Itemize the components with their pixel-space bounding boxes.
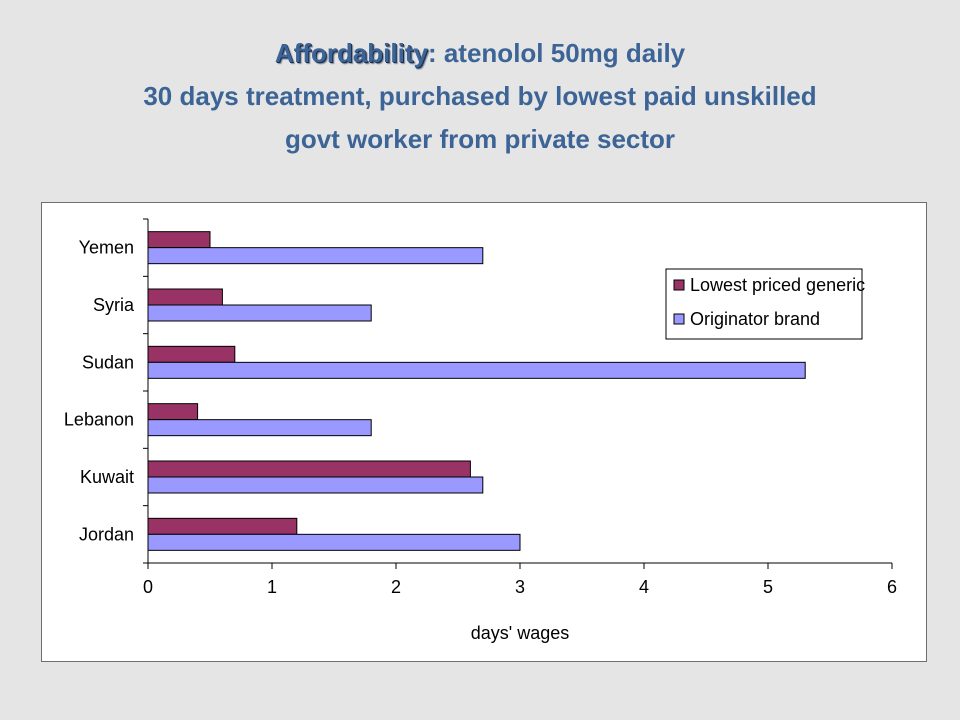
legend-label-originator: Originator brand: [690, 309, 820, 329]
bar-generic-syria: [147, 288, 223, 306]
x-tick-label: 2: [391, 577, 401, 597]
legend-label-generic: Lowest priced generic: [690, 275, 865, 295]
title-subject: : atenolol 50mg daily: [427, 38, 686, 68]
bar-originator-lebanon: [147, 419, 372, 437]
bar-originator-sudan: [147, 361, 806, 379]
bar-originator-syria: [147, 304, 372, 322]
y-tick-label: Lebanon: [64, 410, 134, 430]
x-tick-label: 1: [267, 577, 277, 597]
bar-generic-sudan: [147, 345, 236, 363]
x-tick-label: 6: [887, 577, 897, 597]
y-tick-label: Sudan: [82, 352, 134, 372]
title-line-2: 30 days treatment, purchased by lowest p…: [143, 81, 817, 111]
y-tick-label: Yemen: [79, 238, 134, 258]
bar-generic-lebanon: [147, 403, 199, 421]
x-tick-label: 0: [143, 577, 153, 597]
bar-originator-jordan: [147, 533, 521, 551]
legend-swatch-originator: [673, 313, 685, 325]
title-line-1: Affordability: atenolol 50mg daily: [0, 32, 960, 75]
bar-originator-kuwait: [147, 476, 484, 494]
title-keyword: Affordability: [274, 38, 428, 68]
bar-originator-yemen: [147, 247, 484, 265]
bar-generic-kuwait: [147, 460, 471, 478]
legend-box: [665, 268, 863, 340]
x-axis-title: days' wages: [471, 623, 570, 643]
x-tick-label: 5: [763, 577, 773, 597]
bar-generic-jordan: [147, 517, 298, 535]
y-tick-label: Kuwait: [80, 467, 134, 487]
y-tick-label: Jordan: [79, 524, 134, 544]
chart-area: Jordan Kuwait Lebanon Sudan Syria Yemen 0 1 2 3 4 5…: [41, 202, 927, 662]
bar-chart: Jordan Kuwait Lebanon Sudan Syria Yemen 0 1 2 3 4 5…: [64, 218, 897, 643]
legend-swatch-generic: [673, 279, 685, 291]
chart-title: Affordability: atenolol 50mg daily 30 da…: [0, 32, 960, 161]
bar-generic-yemen: [147, 231, 211, 249]
x-tick-label: 4: [639, 577, 649, 597]
y-tick-label: Syria: [93, 295, 135, 315]
x-tick-label: 3: [515, 577, 525, 597]
title-line-3: govt worker from private sector: [284, 124, 676, 154]
